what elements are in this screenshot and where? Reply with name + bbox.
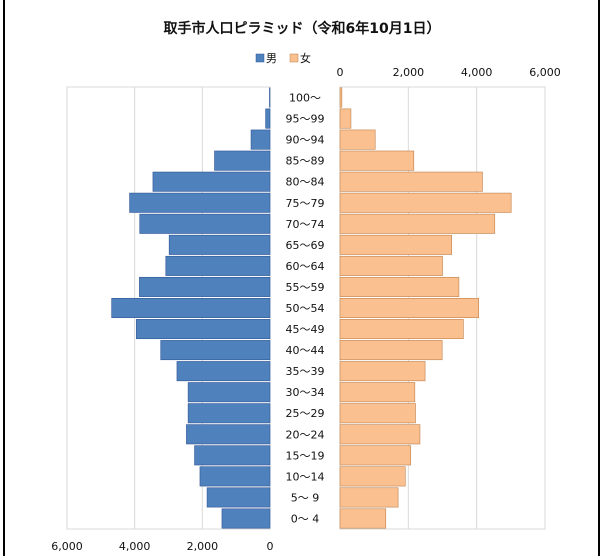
age-group-label: 80～84	[286, 176, 325, 189]
bars	[111, 87, 512, 529]
age-group-label: 45～49	[286, 323, 325, 336]
bar-female	[339, 192, 512, 213]
tick-label-right: 6,000	[529, 66, 561, 79]
age-group-label: 55～59	[286, 281, 325, 294]
bar-male	[265, 108, 271, 129]
bar-male	[194, 445, 271, 466]
bar-male	[187, 403, 271, 424]
chart-title: 取手市人口ピラミッド（令和6年10月1日）	[164, 20, 441, 37]
bar-female	[339, 213, 496, 234]
bar-male	[168, 234, 271, 255]
legend-label-male: 男	[266, 52, 277, 65]
bar-female	[339, 319, 464, 340]
category-labels: 100～ 95～99 90～94 85～89 80～84 75～79 70～74 65～69 6…	[286, 92, 325, 526]
bar-male	[152, 171, 271, 192]
bar-female	[339, 129, 376, 150]
bar-female	[339, 171, 483, 192]
bar-male	[176, 361, 271, 382]
bar-male	[221, 508, 271, 529]
age-group-label: 85～89	[286, 155, 325, 168]
bar-male	[206, 487, 271, 508]
bar-male	[187, 382, 271, 403]
age-group-label: 20～24	[286, 428, 325, 441]
bar-female	[339, 255, 443, 276]
legend: 男 女	[255, 51, 311, 65]
bar-male	[139, 276, 271, 297]
bar-female	[339, 276, 460, 297]
age-group-label: 70～74	[286, 218, 325, 231]
bar-female	[339, 340, 443, 361]
bar-male	[136, 319, 271, 340]
age-group-label: 10～14	[286, 470, 325, 483]
tick-label-left: 4,000	[119, 540, 151, 553]
bar-male	[250, 129, 271, 150]
legend-label-female: 女	[300, 51, 311, 65]
frame-border-left	[3, 0, 5, 556]
bar-female	[339, 382, 416, 403]
bar-female	[339, 150, 415, 171]
bar-male	[129, 192, 271, 213]
tick-labels: 6,000 4,000 2,000 0 0 2,000 4,000 6,000	[51, 66, 561, 553]
tick-label-right: 2,000	[393, 66, 425, 79]
bar-female	[339, 487, 399, 508]
age-group-label: 65～69	[286, 239, 325, 252]
tick-label-left: 0	[267, 540, 274, 553]
age-group-label: 15～19	[286, 449, 325, 462]
bar-male	[199, 466, 271, 487]
tick-label-left: 6,000	[51, 540, 83, 553]
age-group-label: 25～29	[286, 407, 325, 420]
bar-male	[186, 424, 271, 445]
age-group-label: 35～39	[286, 365, 325, 378]
bar-female	[339, 403, 416, 424]
legend-swatch-female	[289, 53, 299, 63]
age-group-label: 60～64	[286, 260, 325, 273]
bar-female	[339, 234, 453, 255]
bar-male	[111, 298, 271, 318]
bar-female	[339, 298, 480, 318]
age-group-label: 30～34	[286, 386, 325, 399]
bar-male	[269, 87, 271, 108]
bar-female	[339, 361, 426, 382]
frame-border-right	[598, 0, 600, 556]
bar-female	[339, 508, 387, 529]
tick-label-right: 4,000	[461, 66, 493, 79]
legend-swatch-male	[255, 53, 265, 63]
tick-label-left: 2,000	[187, 540, 219, 553]
bar-male	[214, 150, 271, 171]
age-group-label: 90～94	[286, 134, 325, 147]
bar-male	[165, 255, 271, 276]
age-group-label: 75～79	[286, 197, 325, 210]
age-group-label: 95～99	[286, 113, 325, 126]
age-group-label: 50～54	[286, 302, 325, 315]
bar-female	[339, 87, 343, 108]
bar-female	[339, 108, 352, 129]
tick-label-right: 0	[337, 66, 344, 79]
age-group-label: 40～44	[286, 344, 325, 357]
age-group-label: 0～ 4	[291, 512, 320, 525]
age-group-label: 100～	[289, 92, 321, 105]
bar-male	[139, 213, 271, 234]
bar-female	[339, 466, 406, 487]
bar-male	[160, 340, 271, 361]
bar-female	[339, 445, 412, 466]
age-group-label: 5～ 9	[291, 491, 320, 504]
bar-female	[339, 424, 421, 445]
